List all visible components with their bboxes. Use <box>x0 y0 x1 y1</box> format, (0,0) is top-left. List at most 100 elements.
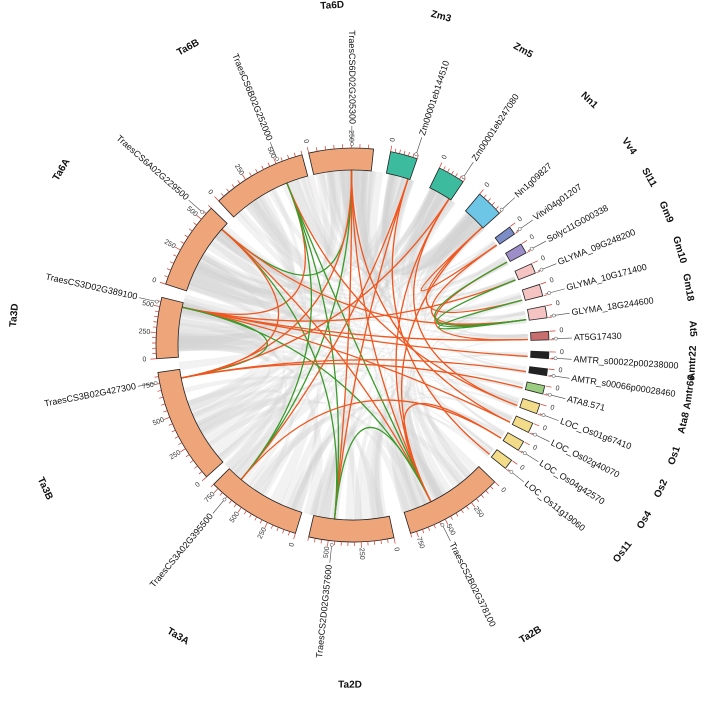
synteny-ribbon <box>187 200 292 306</box>
tick-mark <box>495 206 499 210</box>
link-curve <box>240 182 313 480</box>
gene-label: GLYMA_10G171400 <box>565 262 648 293</box>
gene-marker <box>533 432 537 437</box>
tick-mark <box>487 198 491 202</box>
synteny-ribbon <box>383 179 420 510</box>
chromosome-block-os4 <box>502 432 525 451</box>
tick-label: 250 <box>472 505 485 519</box>
tick-mark <box>479 189 484 195</box>
tick-mark <box>543 393 548 396</box>
link-curve <box>286 182 432 503</box>
synteny-ribbon <box>200 371 525 435</box>
synteny-ribbon <box>290 429 377 519</box>
chromosome-block-ta3b <box>157 368 224 478</box>
gene-label: TraesCS3A02G395500 <box>148 511 215 589</box>
gene-label: GLYMA_18G244600 <box>571 295 654 317</box>
tick-mark <box>540 281 547 285</box>
synteny-ribbon <box>419 215 509 297</box>
gene-marker <box>222 497 227 502</box>
tick-mark <box>201 476 207 482</box>
tick-mark <box>327 540 329 547</box>
tick-mark <box>427 526 431 531</box>
chromosome-label-ta3a: Ta3A <box>165 626 191 648</box>
tick-mark <box>451 170 454 175</box>
tick-mark <box>545 385 552 388</box>
tick-mark <box>173 254 178 257</box>
tick-mark <box>433 524 436 529</box>
tick-label: 500 <box>142 300 155 309</box>
highlight-links <box>181 170 528 520</box>
gene-label: TraesCS3B02G427300 <box>43 381 136 408</box>
tick-mark <box>548 316 553 318</box>
synteny-ribbon <box>206 240 507 300</box>
tick-mark <box>410 533 413 538</box>
link-curve <box>425 226 523 314</box>
synteny-ribbon <box>187 369 523 407</box>
synteny-ribbon <box>200 254 286 471</box>
chromosome-label-zm3: Zm3 <box>430 9 453 25</box>
link-curve <box>221 228 527 325</box>
tick-mark <box>243 510 247 515</box>
tick-mark <box>288 531 291 536</box>
tick-mark <box>460 509 464 514</box>
tick-mark <box>537 413 542 416</box>
synteny-ribbon <box>410 199 496 287</box>
tick-mark <box>529 432 534 435</box>
tick-mark <box>536 271 541 274</box>
tick-mark <box>466 505 469 510</box>
gene-marker <box>200 210 205 214</box>
tick-mark <box>185 454 190 458</box>
tick-mark <box>153 305 160 307</box>
synteny-ribbon <box>177 337 528 357</box>
synteny-ribbon <box>394 179 519 405</box>
tick-mark <box>300 150 303 155</box>
gene-marker <box>553 356 558 361</box>
link-curve <box>221 228 432 503</box>
tick-mark <box>233 503 237 508</box>
link-curve <box>434 261 527 327</box>
tick-mark <box>314 538 316 543</box>
tick-mark <box>264 522 268 528</box>
tick-mark <box>505 468 510 472</box>
synteny-ribbon <box>180 276 271 327</box>
gene-label: Zm00001eb247080 <box>470 92 521 163</box>
link-curve <box>181 198 450 379</box>
tick-mark <box>444 518 449 525</box>
synteny-ribbon <box>394 188 447 500</box>
gene-marker <box>547 291 552 295</box>
tick-mark <box>159 281 166 285</box>
gene-marker <box>461 175 466 179</box>
tick-mark <box>242 174 246 180</box>
tick-mark <box>480 494 484 498</box>
tick-mark <box>220 193 225 197</box>
synteny-ribbon <box>178 197 454 345</box>
synteny-ribbon <box>381 174 481 275</box>
gene-marker <box>509 470 514 474</box>
chromosome-block-ta3a <box>213 468 303 534</box>
chromosome-block-vv4 <box>494 226 516 245</box>
gene-label: AMTR_s00066p00028460 <box>571 373 676 399</box>
gene-marker <box>440 523 445 527</box>
tick-mark <box>231 184 235 188</box>
tick-mark <box>169 261 174 264</box>
tick-mark <box>471 502 476 508</box>
tick-mark <box>273 158 277 164</box>
tick-mark <box>532 260 538 264</box>
synteny-ribbon <box>178 333 266 371</box>
gene-marker <box>414 152 419 157</box>
synteny-ribbon <box>177 342 271 427</box>
tick-label: 0 <box>302 139 310 144</box>
chromosome-block-os11 <box>490 449 513 469</box>
chromosome-label-zm5: Zm5 <box>511 41 535 61</box>
link-curve <box>333 170 353 520</box>
tick-label: 500 <box>266 146 277 160</box>
tick-mark <box>548 368 555 371</box>
tick-mark <box>485 490 489 494</box>
synteny-ribbon <box>218 227 498 292</box>
tick-mark <box>157 390 162 392</box>
tick-mark <box>403 150 406 155</box>
tick-mark <box>184 234 189 238</box>
tick-mark <box>189 460 194 464</box>
tick-mark <box>270 524 274 529</box>
